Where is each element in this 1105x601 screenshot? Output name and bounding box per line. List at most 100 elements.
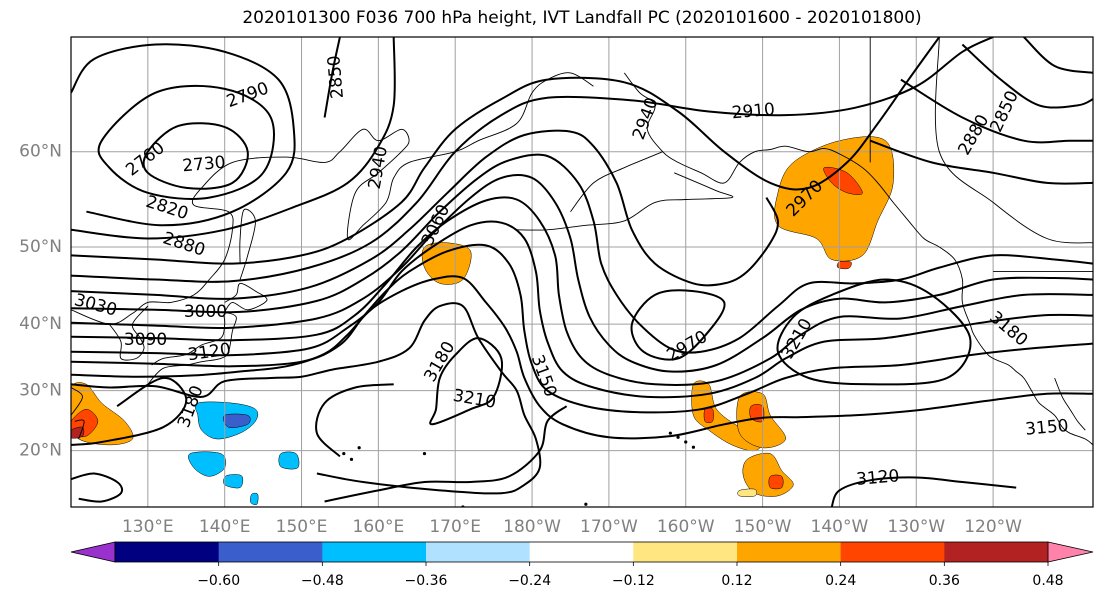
height-contour: [71, 196, 1093, 386]
contour-label: 2850: [324, 55, 348, 100]
colorbar-tick-label: −0.24: [508, 573, 551, 589]
contour-label: 3090: [124, 330, 167, 350]
colorbar-segment: [529, 542, 634, 562]
y-tick-label: 30°N: [19, 381, 62, 401]
height-contour: [71, 37, 994, 283]
island-marker: [584, 502, 588, 506]
height-contour: [97, 84, 275, 200]
colorbar-extend-max: [1047, 541, 1094, 563]
island-marker: [691, 445, 696, 449]
ivt-shaded-region: [774, 136, 895, 262]
x-tick-label: 150°W: [734, 517, 792, 537]
ivt-shaded-region: [250, 492, 259, 506]
coastline: [934, 37, 1093, 244]
contour-label: 2910: [731, 100, 776, 124]
x-tick-label: 130°E: [122, 517, 174, 537]
y-tick-label: 50°N: [19, 237, 62, 257]
height-contour: [71, 37, 396, 240]
coastline: [71, 72, 594, 325]
ivt-shaded-region: [737, 488, 758, 497]
colorbar-segment: [218, 542, 323, 562]
colorbar-tick-label: −0.60: [197, 573, 240, 589]
height-contour: [71, 129, 779, 300]
height-contour: [900, 78, 1093, 144]
x-tick-label: 120°W: [964, 517, 1022, 537]
height-contour: [71, 275, 1093, 440]
colorbar-segment: [633, 542, 738, 562]
y-tick-label: 20°N: [19, 441, 62, 461]
height-contour: [71, 37, 941, 265]
colorbar-segment: [426, 542, 531, 562]
colorbar-tick-label: 0.36: [929, 573, 960, 589]
island-marker: [684, 440, 688, 444]
height-contour: [869, 139, 1093, 185]
colorbar-tick-label: −0.12: [612, 573, 655, 589]
x-tick-label: 150°E: [276, 517, 328, 537]
height-contour: [630, 289, 726, 361]
height-contour: [324, 405, 568, 503]
coastline: [74, 419, 85, 440]
contour-label: 3000: [184, 302, 227, 322]
island-marker: [357, 446, 361, 450]
ivt-shaded-region: [703, 407, 714, 424]
height-contour: [961, 43, 1093, 109]
coastline: [147, 312, 237, 385]
coastline: [1054, 377, 1086, 431]
x-tick-label: 170°E: [429, 517, 481, 537]
height-contour: [830, 476, 1017, 507]
height-contour: [71, 472, 124, 503]
chart-title: 2020101300 F036 700 hPa height, IVT Land…: [242, 8, 922, 28]
x-tick-label: 140°E: [199, 517, 251, 537]
height-contour: [71, 220, 1093, 399]
ivt-shaded-region: [71, 426, 85, 439]
coastline: [71, 387, 83, 416]
coastline: [623, 72, 1093, 446]
contour-label: 3150: [1024, 416, 1069, 440]
colorbar-segment: [322, 542, 427, 562]
x-tick-label: 130°W: [887, 517, 945, 537]
height-contour: [71, 243, 1093, 414]
height-contour: [71, 43, 296, 227]
x-tick-label: 170°W: [580, 517, 638, 537]
coastline: [570, 151, 663, 212]
coastline: [239, 208, 256, 280]
height-contour: [71, 153, 1093, 354]
y-tick-label: 60°N: [19, 142, 62, 162]
ivt-shaded-region: [223, 413, 251, 428]
height-contour: [315, 383, 394, 458]
island-marker: [422, 451, 427, 456]
map-frame: [70, 36, 1094, 508]
contour-label: 2730: [182, 153, 227, 177]
ivt-shaded-region: [768, 474, 784, 490]
height-contour: [323, 37, 341, 118]
height-contour: [71, 174, 1093, 373]
colorbar-frame: [114, 541, 1049, 563]
island-marker: [668, 431, 672, 435]
ivt-shaded-region: [421, 242, 472, 285]
x-tick-label: 160°W: [657, 517, 715, 537]
colorbar-tick-label: 0.48: [1032, 573, 1063, 589]
ivt-shaded-region: [188, 451, 227, 477]
colorbar-segment: [840, 542, 945, 562]
island-marker: [676, 435, 680, 439]
island-marker: [342, 451, 346, 456]
contour-label: 3120: [855, 466, 900, 490]
height-contour: [1023, 37, 1093, 74]
colorbar-segment: [737, 542, 842, 562]
colorbar-segment: [944, 542, 1049, 562]
x-tick-label: 160°E: [353, 517, 405, 537]
colorbar-tick-label: 0.12: [721, 573, 752, 589]
ivt-shaded-region: [836, 260, 852, 270]
island-marker: [349, 457, 354, 461]
y-tick-label: 40°N: [19, 314, 62, 334]
x-tick-label: 180°W: [503, 517, 561, 537]
height-contour: [142, 122, 249, 190]
colorbar-segment: [115, 542, 220, 562]
height-contour: [71, 302, 542, 495]
height-contour: [71, 376, 188, 446]
ivt-shaded-region: [278, 451, 300, 470]
colorbar-extend-min: [70, 541, 116, 563]
x-tick-label: 140°W: [811, 517, 869, 537]
colorbar-tick-label: −0.48: [301, 573, 344, 589]
